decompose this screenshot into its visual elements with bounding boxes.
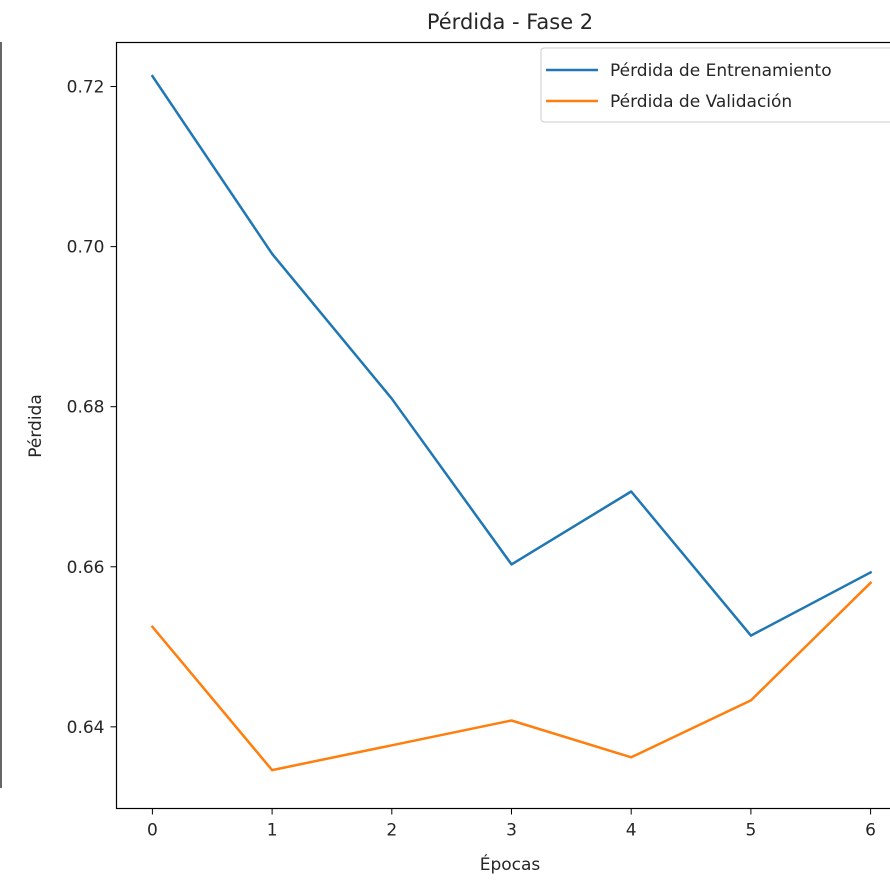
x-tick-label: 3 [506,821,517,841]
x-tick-label: 1 [267,821,278,841]
legend: Pérdida de Entrenamiento Pérdida de Vali… [541,48,890,122]
x-axis: 0 1 2 3 4 5 6 [147,809,876,841]
y-axis-label: Pérdida [26,394,46,458]
chart-title: Pérdida - Fase 2 [427,10,593,34]
x-tick-label: 6 [865,821,876,841]
legend-label-validation: Pérdida de Validación [610,92,792,112]
y-tick-label: 0.72 [67,78,105,98]
legend-label-training: Pérdida de Entrenamiento [610,61,832,81]
x-tick-label: 5 [745,821,756,841]
x-axis-label: Épocas [480,853,541,875]
x-tick-label: 2 [386,821,397,841]
x-tick-label: 4 [626,821,637,841]
y-tick-label: 0.66 [67,558,105,578]
y-axis: 0.64 0.66 0.68 0.70 0.72 [67,78,117,738]
y-tick-label: 0.68 [67,398,105,418]
plot-frame [117,43,890,809]
y-tick-label: 0.64 [67,718,105,738]
x-tick-label: 0 [147,821,158,841]
y-tick-label: 0.70 [67,238,105,258]
